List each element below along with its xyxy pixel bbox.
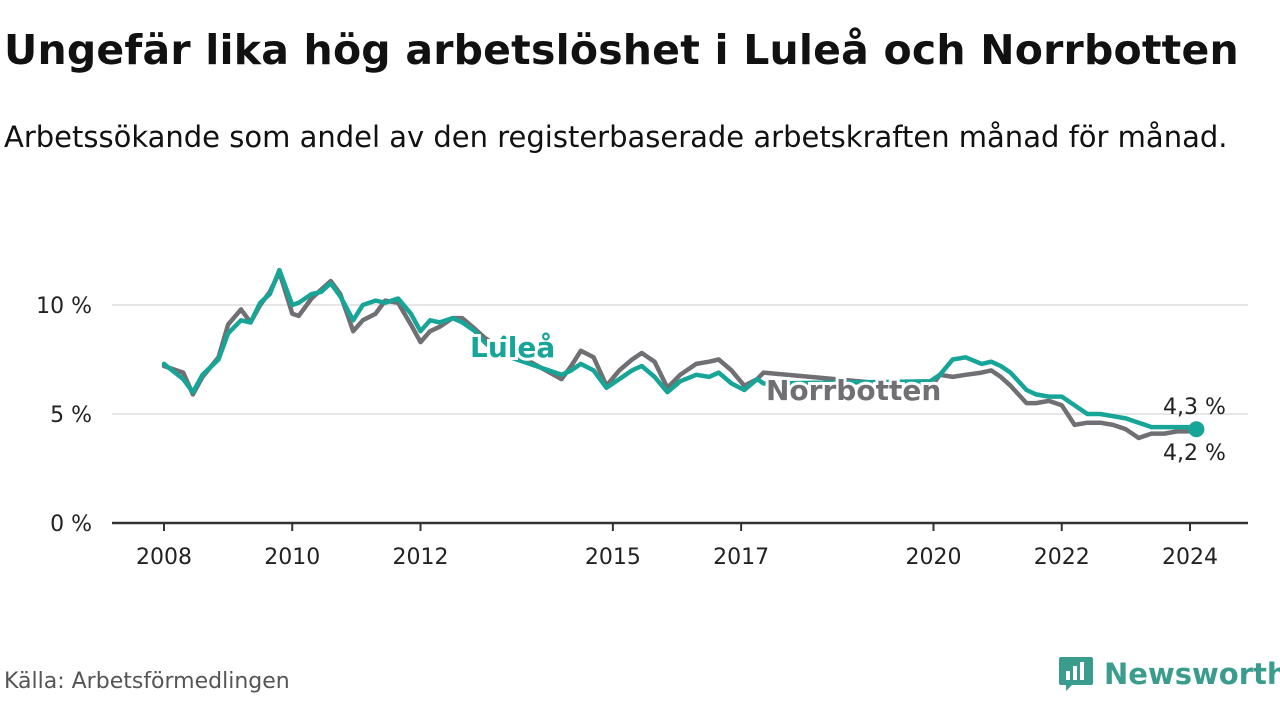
- page-title: Ungefär lika hög arbetslöshet i Luleå oc…: [4, 26, 1239, 74]
- x-tick-label-2012: 2012: [393, 545, 449, 570]
- brand-logo: Newsworthy: [1058, 653, 1280, 695]
- newsworthy-logo-icon: [1059, 657, 1093, 691]
- series-layer: [161, 267, 1205, 441]
- series-line-lulea: [161, 267, 1199, 432]
- x-tick-label-2024: 2024: [1162, 545, 1218, 570]
- y-tick-label-0: 0 %: [50, 512, 92, 537]
- series-label-lulea: Luleå: [470, 331, 555, 364]
- page-subtitle: Arbetssökande som andel av den registerb…: [4, 120, 1228, 154]
- series-label-norrbotten: Norrbotten: [766, 374, 941, 407]
- source-note: Källa: Arbetsförmedlingen: [4, 669, 290, 694]
- end-label-lulea: 4,3 %: [1163, 395, 1226, 420]
- brand-name: Newsworthy: [1104, 657, 1280, 691]
- y-tick-label-10: 10 %: [36, 294, 92, 319]
- label-layer: Luleå Norrbotten 4,3 % 4,2 %: [467, 328, 1226, 466]
- end-label-norrbotten: 4,2 %: [1163, 441, 1226, 466]
- x-tick-label-2020: 2020: [906, 545, 962, 570]
- x-tick-label-2022: 2022: [1034, 545, 1090, 570]
- series-line-norrbotten: [161, 270, 1199, 441]
- grid-layer: 0 % 5 % 10 % 2008 2010 2012 2015 2017 2020 2022 20…: [36, 294, 1248, 570]
- x-tick-label-2017: 2017: [713, 545, 769, 570]
- y-tick-label-5: 5 %: [50, 403, 92, 428]
- x-tick-label-2008: 2008: [136, 545, 192, 570]
- end-point-lulea: [1188, 421, 1205, 438]
- x-tick-label-2010: 2010: [264, 545, 320, 570]
- x-tick-label-2015: 2015: [585, 545, 641, 570]
